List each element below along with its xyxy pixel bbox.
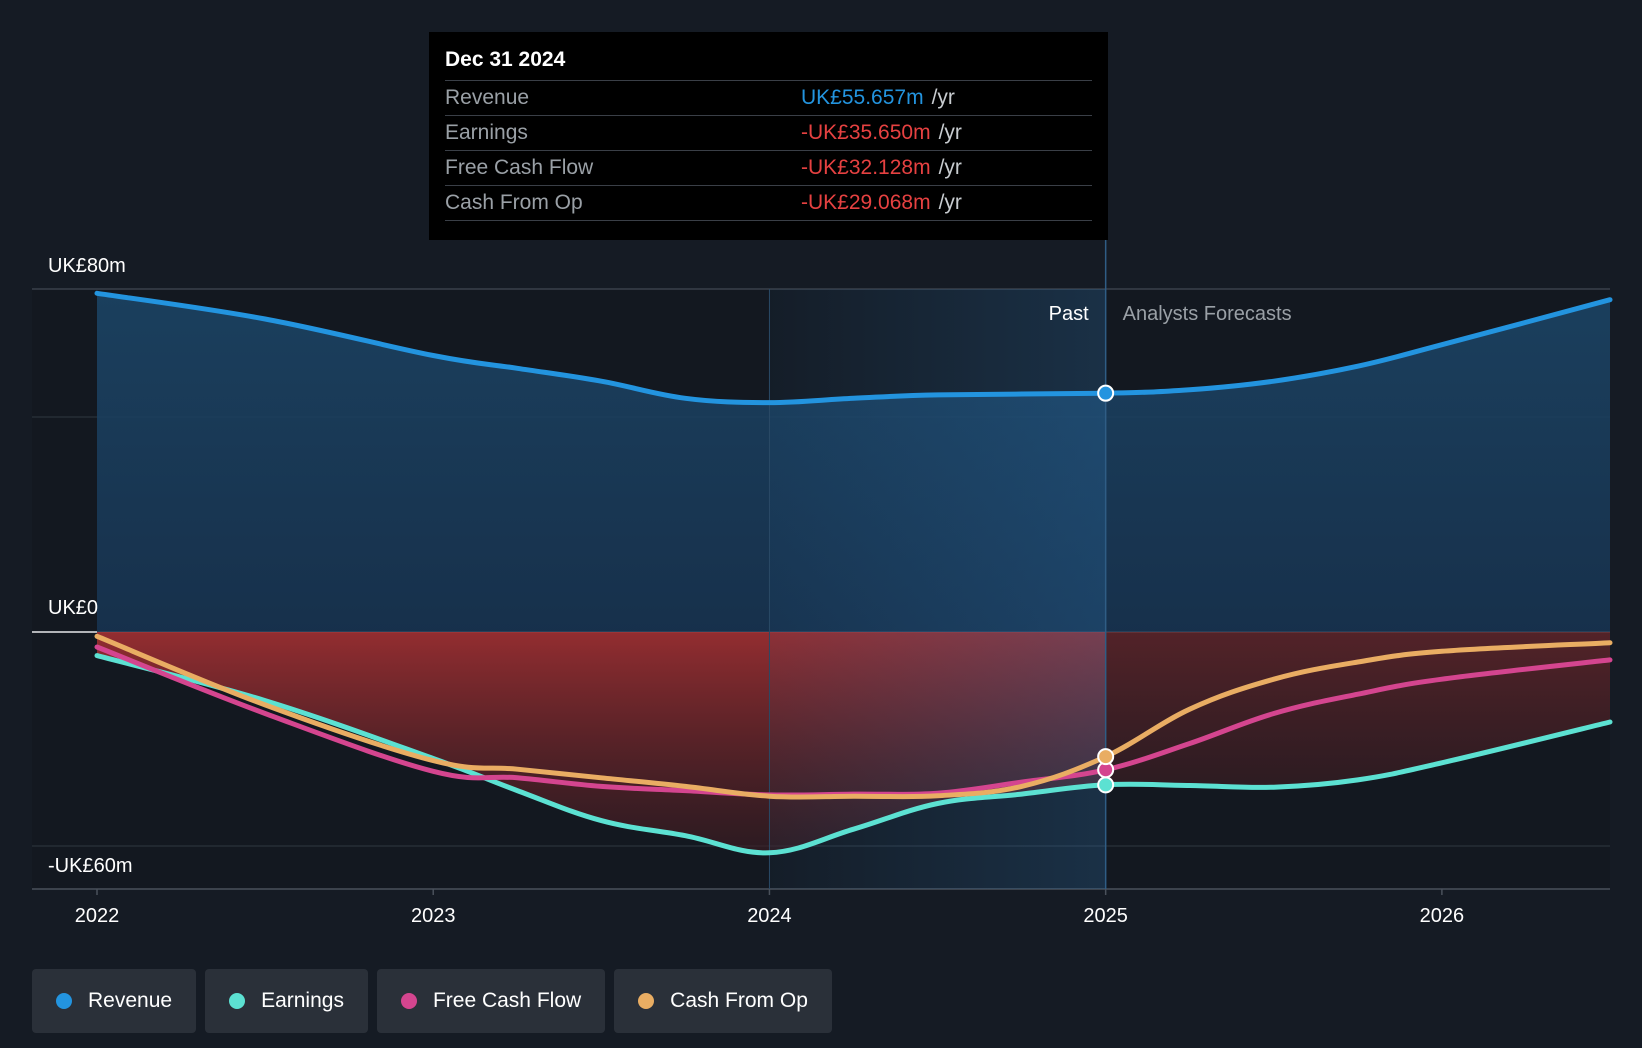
tooltip-label: Earnings [445,121,528,144]
legend-item-earnings[interactable]: Earnings [205,969,368,1033]
tooltip-value: -UK£35.650m [801,121,931,144]
highlight-points [1097,384,1115,794]
tooltip-row-cash-from-op: Cash From Op -UK£29.068m /yr [445,186,1092,221]
negative-area-forecast [1105,632,1610,788]
legend-dot [638,993,655,1009]
legend-dot [56,993,72,1009]
legend-item-revenue[interactable]: Revenue [32,969,197,1033]
tooltip-date: Dec 31 2024 [445,46,1092,81]
cash-from-op-point [1097,748,1115,766]
tooltip-row-revenue: Revenue UK£55.657m /yr [445,81,1092,116]
x-tick-label: 2022 [75,905,120,927]
legend-item-cash-from-op[interactable]: Cash From Op [614,969,832,1033]
legend: Revenue Earnings Free Cash Flow Cash Fro… [32,969,832,1033]
earnings-point [1097,776,1115,794]
x-tick-label: 2026 [1420,905,1465,927]
legend-label: Free Cash Flow [432,989,582,1012]
tooltip-unit: /yr [931,86,955,109]
x-tick-label: 2024 [747,905,792,927]
financial-chart: UK£80m UK£0 -UK£60m 2022 2023 2024 2025 2026 Pas… [32,240,1613,927]
cash-from-op-line [94,633,1613,800]
past-label: Past [1049,303,1089,325]
legend-dot [400,993,417,1009]
tooltip: Dec 31 2024 Revenue UK£55.657m /yr Earni… [429,32,1108,240]
legend-label: Cash From Op [670,989,808,1012]
revenue-point [1097,384,1115,402]
revenue-line [94,290,1613,406]
tooltip-row-earnings: Earnings -UK£35.650m /yr [445,116,1092,151]
legend-label: Earnings [261,989,344,1012]
tooltip-unit: /yr [938,156,962,179]
tooltip-value: UK£55.657m [801,86,924,109]
y-tick-label: UK£0 [48,597,98,619]
y-tick-label: UK£80m [48,255,126,277]
tooltip-unit: /yr [938,191,962,214]
legend-item-free-cash-flow[interactable]: Free Cash Flow [376,969,606,1033]
x-tick-label: 2025 [1083,905,1128,927]
x-tick-label: 2023 [411,905,456,927]
axis-labels: UK£80m UK£0 -UK£60m 2022 2023 2024 2025 2026 Pas… [48,255,1464,927]
legend-dot [229,993,246,1009]
tooltip-unit: /yr [938,121,962,144]
tooltip-value: -UK£32.128m [801,156,931,179]
legend-label: Revenue [88,989,173,1012]
forecast-label: Analysts Forecasts [1123,303,1292,325]
tooltip-label: Free Cash Flow [445,156,594,179]
tooltip-value: -UK£29.068m [801,191,931,214]
y-tick-label: -UK£60m [48,855,132,877]
series-lines [94,290,1613,856]
tooltip-label: Cash From Op [445,191,583,214]
tooltip-label: Revenue [445,86,530,109]
tooltip-row-free-cash-flow: Free Cash Flow -UK£32.128m /yr [445,151,1092,186]
